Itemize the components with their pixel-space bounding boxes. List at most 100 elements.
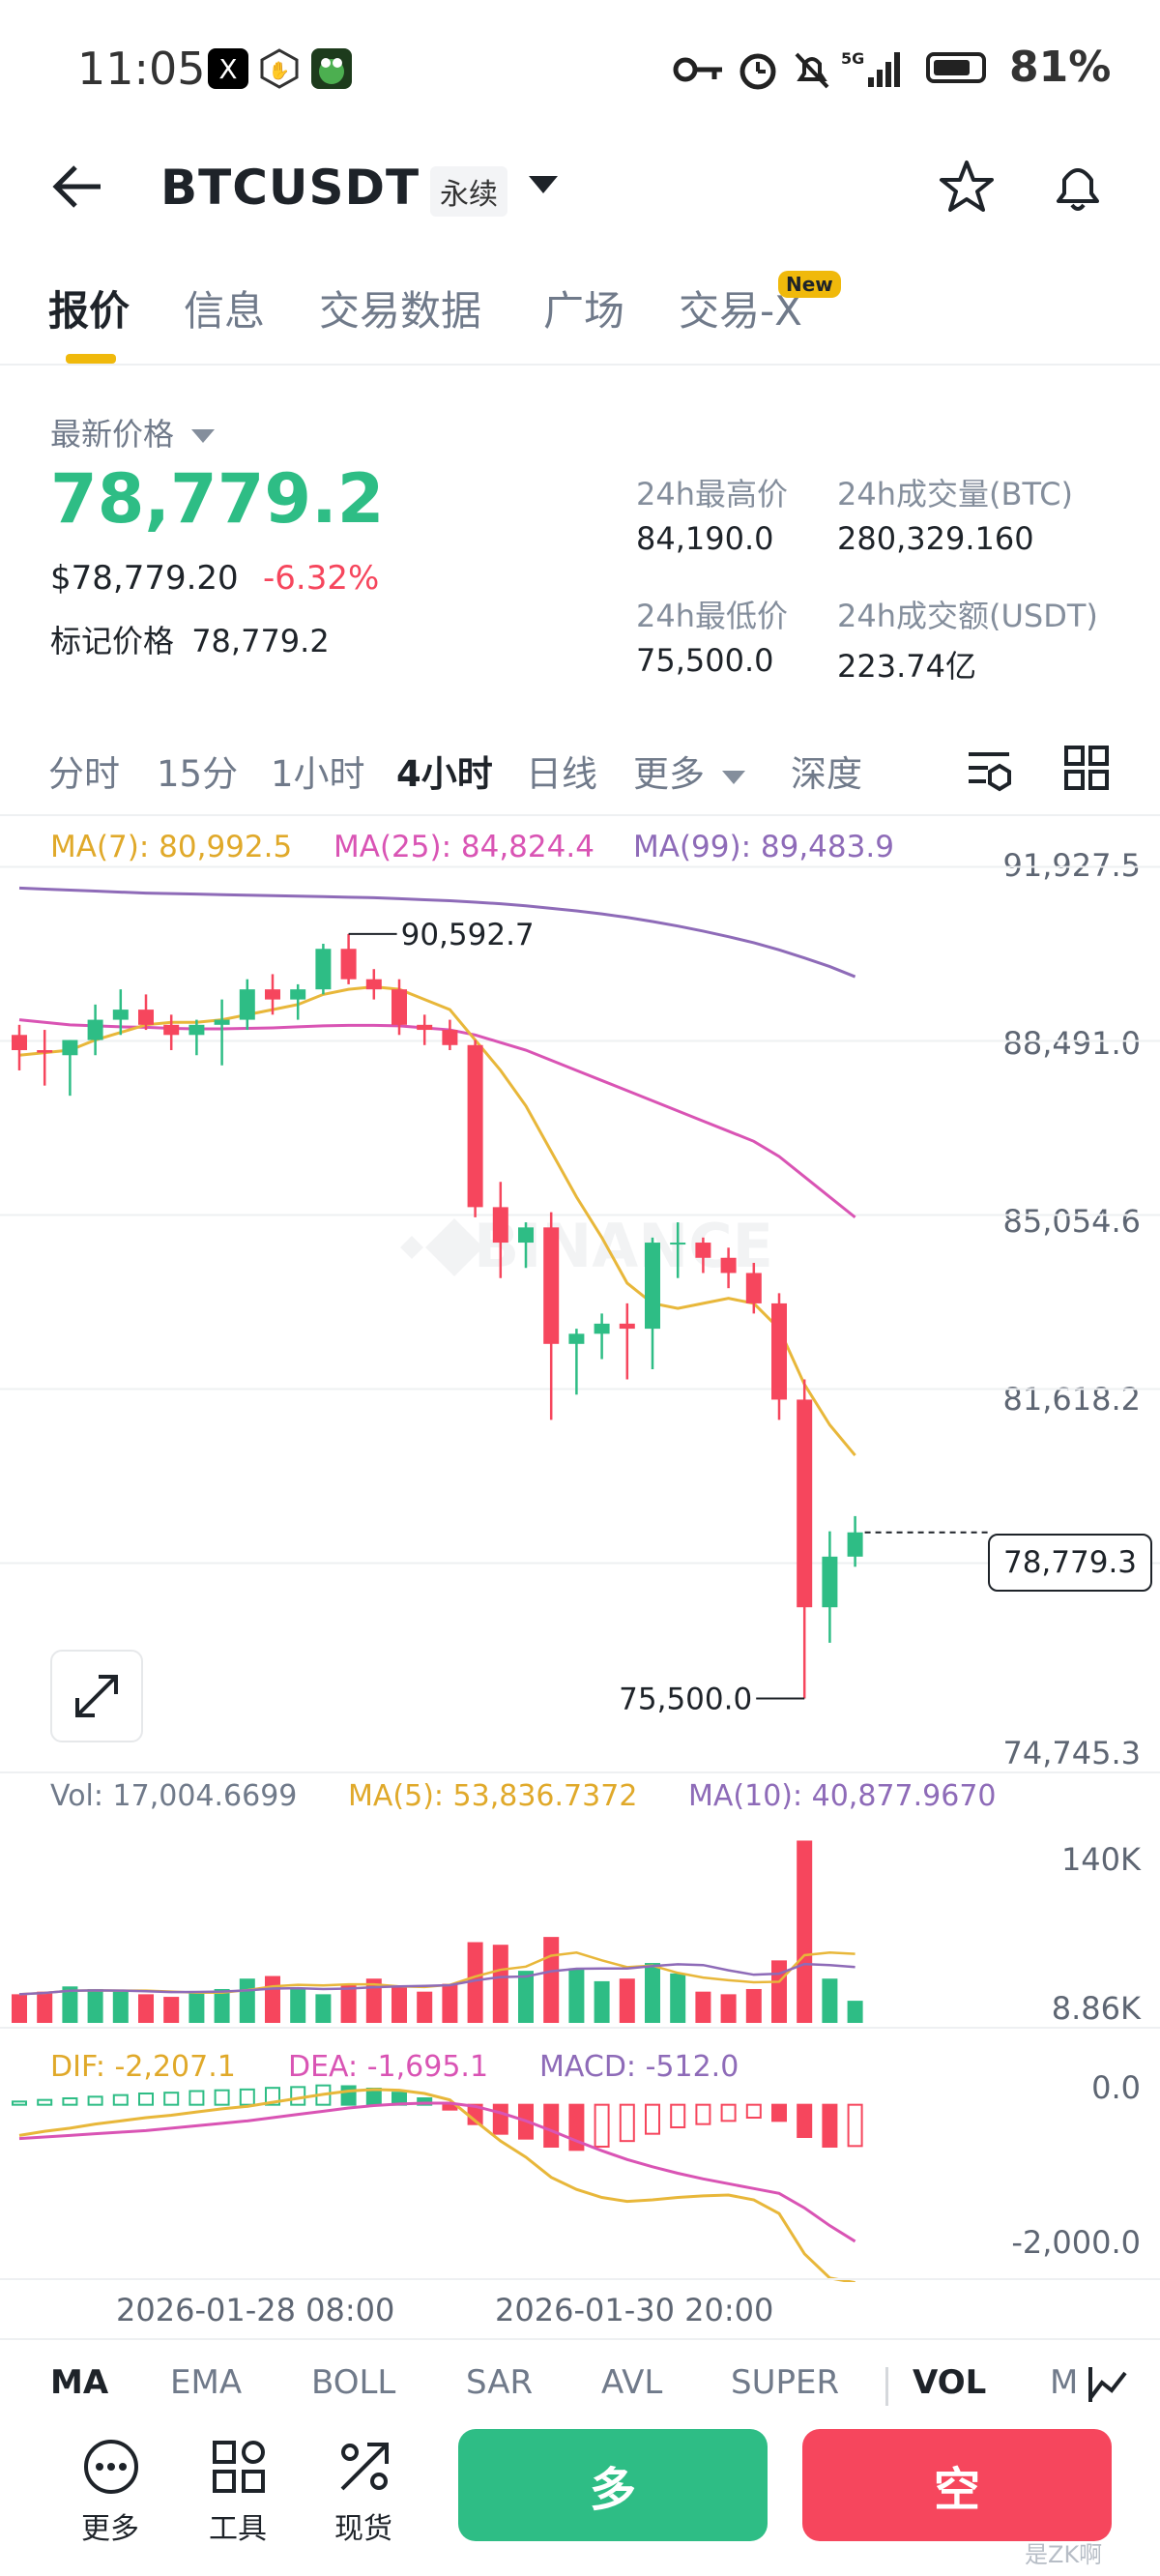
indicator-boll[interactable]: BOLL bbox=[311, 2363, 396, 2402]
tab-trading-data[interactable]: 交易数据 bbox=[319, 287, 482, 335]
candle-body bbox=[543, 1227, 560, 1344]
volume-bar bbox=[62, 1986, 78, 2023]
frog-app-icon bbox=[311, 48, 352, 89]
candle-body bbox=[518, 1227, 534, 1244]
macd-bar bbox=[797, 2103, 813, 2138]
status-bar: 11:05 X ✋ 5G 81% bbox=[0, 0, 1160, 135]
indicator-sar[interactable]: SAR bbox=[466, 2363, 534, 2402]
latest-price-label[interactable]: 最新价格 bbox=[50, 410, 217, 454]
volume-bar bbox=[619, 1978, 635, 2023]
volume-bar bbox=[822, 1978, 838, 2023]
tools-label[interactable]: 工具 bbox=[209, 2512, 267, 2546]
interval-time[interactable]: 分时 bbox=[48, 753, 120, 795]
low-price-label: 75,500.0 bbox=[619, 1682, 752, 1716]
candle-body bbox=[492, 1207, 508, 1244]
candle-body bbox=[138, 1010, 154, 1025]
volume-bar bbox=[163, 1997, 180, 2023]
chart-divider bbox=[0, 1771, 1160, 1773]
long-button[interactable]: 多 bbox=[458, 2429, 768, 2541]
tab-quote[interactable]: 报价 bbox=[48, 287, 130, 335]
active-tab-indicator bbox=[66, 354, 116, 364]
low-24h-label: 24h最低价 bbox=[636, 598, 789, 634]
volume-chart[interactable] bbox=[0, 1818, 1160, 2031]
short-button[interactable]: 空 bbox=[802, 2429, 1112, 2541]
interval-15m[interactable]: 15分 bbox=[157, 753, 239, 795]
volume-bar bbox=[37, 1991, 53, 2023]
candle-body bbox=[315, 949, 332, 990]
binance-logo: BINANCE bbox=[400, 1211, 773, 1281]
star-icon[interactable] bbox=[938, 159, 996, 219]
indicator-separator bbox=[885, 2367, 888, 2406]
latest-price: 78,779.2 bbox=[50, 459, 385, 539]
x-app-icon: X bbox=[208, 48, 248, 89]
candle bbox=[12, 1024, 27, 1070]
caret-down-icon[interactable] bbox=[527, 174, 560, 201]
layout-grid-icon[interactable] bbox=[1063, 745, 1110, 795]
macd-bar bbox=[417, 2097, 433, 2106]
expand-icon bbox=[75, 1675, 118, 1717]
svg-text:✋: ✋ bbox=[269, 60, 290, 81]
tab-square[interactable]: 广场 bbox=[543, 287, 625, 335]
vol-axis-bottom: 8.86K bbox=[1051, 1990, 1141, 2027]
more-label[interactable]: 更多 bbox=[81, 2512, 139, 2546]
candle bbox=[239, 979, 255, 1031]
candle-body bbox=[112, 1010, 129, 1020]
candlestick-chart[interactable]: BINANCE 90,592.7 75,500.0 bbox=[0, 841, 1160, 1770]
dea-legend: DEA: -1,695.1 bbox=[288, 2050, 489, 2084]
time-axis-label: 2026-01-28 08:00 bbox=[116, 2292, 395, 2328]
interval-depth[interactable]: 深度 bbox=[791, 753, 862, 795]
indicator-settings-icon[interactable] bbox=[1085, 2363, 1133, 2414]
candle bbox=[112, 989, 129, 1036]
candle-body bbox=[87, 1019, 103, 1040]
pair-title[interactable]: BTCUSDT bbox=[160, 160, 420, 216]
indicator-avl[interactable]: AVL bbox=[601, 2363, 663, 2402]
macd-bar bbox=[695, 2103, 711, 2125]
fullscreen-button[interactable] bbox=[50, 1650, 143, 1742]
vol-usdt-label: 24h成交额(USDT) bbox=[837, 598, 1098, 634]
contract-type-badge[interactable]: 永续 bbox=[430, 166, 508, 217]
candle-body bbox=[417, 1024, 433, 1031]
indicator-ma[interactable]: MA bbox=[50, 2363, 109, 2402]
candle-body bbox=[797, 1399, 813, 1608]
latest-price-caret-icon bbox=[191, 429, 216, 443]
volume-bar bbox=[543, 1937, 560, 2023]
interval-more[interactable]: 更多 bbox=[633, 745, 747, 797]
candle-body bbox=[265, 989, 280, 1000]
macd-bar bbox=[492, 2103, 508, 2135]
macd-bar bbox=[543, 2103, 560, 2148]
candle bbox=[163, 1014, 180, 1051]
indicator-more[interactable]: M bbox=[1050, 2363, 1079, 2402]
candle bbox=[797, 1379, 813, 1699]
dif-line bbox=[18, 2088, 856, 2282]
macd-bar bbox=[87, 2095, 103, 2106]
candle bbox=[87, 1004, 103, 1056]
volume-bar bbox=[214, 1988, 230, 2023]
more-icon[interactable] bbox=[81, 2437, 141, 2501]
mark-price-label: 标记价格 bbox=[50, 623, 175, 659]
volume-bar bbox=[87, 1988, 103, 2023]
indicator-vol[interactable]: VOL bbox=[913, 2363, 987, 2402]
candle-body bbox=[594, 1323, 610, 1334]
interval-1h[interactable]: 1小时 bbox=[271, 753, 365, 795]
tools-icon[interactable] bbox=[209, 2437, 269, 2501]
back-arrow-icon[interactable] bbox=[50, 162, 104, 215]
spot-label[interactable]: 现货 bbox=[334, 2512, 392, 2546]
tab-info[interactable]: 信息 bbox=[184, 287, 266, 335]
interval-day[interactable]: 日线 bbox=[526, 753, 597, 795]
candle bbox=[745, 1263, 762, 1314]
chart-settings-icon[interactable] bbox=[965, 745, 1013, 797]
macd-bar bbox=[645, 2103, 660, 2135]
macd-chart[interactable] bbox=[0, 2031, 1160, 2282]
macd-legend: MACD: -512.0 bbox=[539, 2050, 740, 2084]
volume-bar bbox=[417, 1991, 433, 2023]
bell-icon[interactable] bbox=[1049, 157, 1107, 220]
spot-icon[interactable] bbox=[334, 2437, 394, 2501]
indicator-super[interactable]: SUPER bbox=[731, 2363, 840, 2402]
interval-4h[interactable]: 4小时 bbox=[396, 753, 493, 795]
indicator-ema[interactable]: EMA bbox=[170, 2363, 243, 2402]
signal-icon: 5G bbox=[841, 46, 909, 95]
alarm-icon bbox=[737, 48, 779, 95]
battery-percent: 81% bbox=[1009, 43, 1112, 92]
candle bbox=[62, 1039, 78, 1097]
hand-app-icon: ✋ bbox=[259, 48, 300, 89]
